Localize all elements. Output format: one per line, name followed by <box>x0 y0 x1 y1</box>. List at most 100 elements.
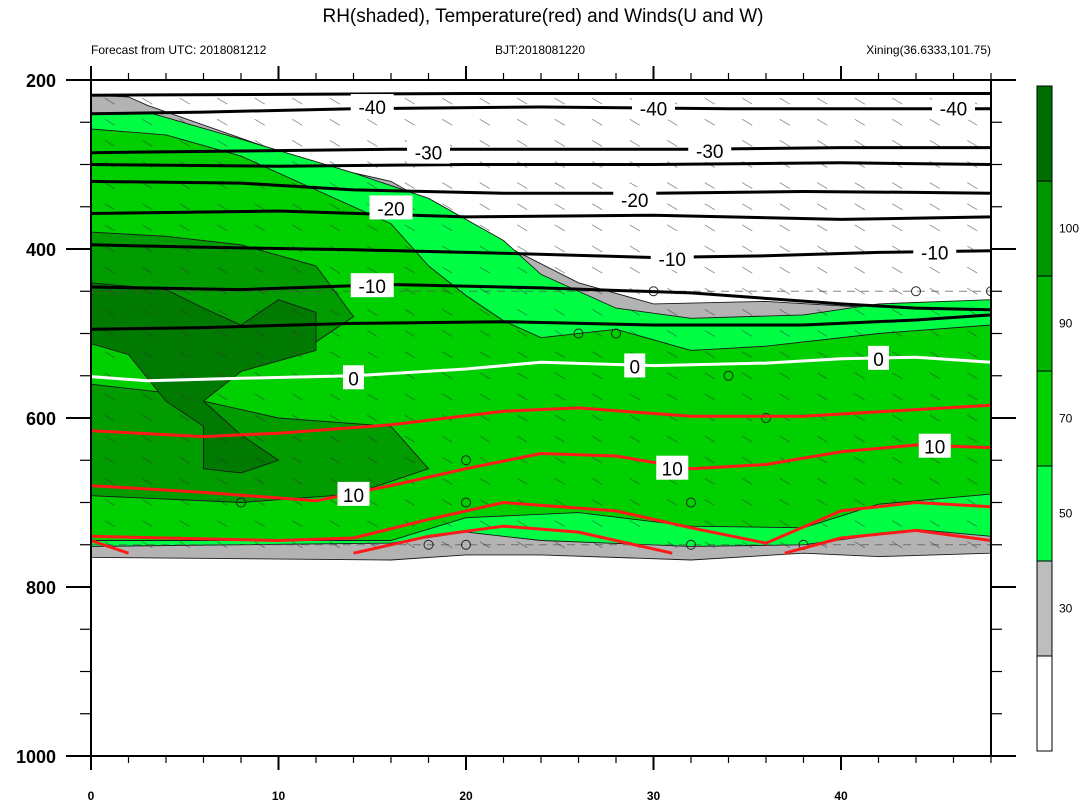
wind-barb <box>667 140 678 147</box>
wind-barb <box>929 520 940 527</box>
contour-label-box <box>613 186 657 211</box>
wind-barb <box>104 330 115 337</box>
wind-barb <box>967 520 978 527</box>
y-tick-label-400: 400 <box>26 240 56 260</box>
wind-barb <box>854 266 865 274</box>
wind-barb <box>892 435 903 443</box>
wind-barb <box>592 182 603 189</box>
wind-barb <box>629 245 640 253</box>
wind-barb <box>779 140 790 147</box>
contour-label--10-9: -10 <box>359 277 386 298</box>
wind-barb <box>217 520 228 527</box>
wind-barb <box>217 351 228 358</box>
wind-barb <box>967 393 978 401</box>
wind-barb <box>929 182 940 189</box>
contour-label-box <box>913 239 957 264</box>
wind-barb <box>929 287 940 295</box>
wind-barb <box>517 97 528 105</box>
temperature-contours-layer <box>91 92 991 555</box>
wind-barb <box>104 456 115 464</box>
wind-barb <box>592 224 603 232</box>
contour-label-10-15: 10 <box>924 438 945 459</box>
wind-barb <box>742 330 753 337</box>
wind-barb <box>892 456 903 464</box>
wind-barb <box>254 266 265 274</box>
wind-barb <box>742 287 753 295</box>
wind-barb <box>817 224 828 232</box>
wind-barb <box>179 97 190 105</box>
wind-barb <box>217 140 228 147</box>
wind-barb <box>929 414 940 422</box>
wind-barb <box>667 435 678 443</box>
wind-barb <box>104 499 115 506</box>
wind-barb <box>592 520 603 527</box>
wind-barb <box>217 414 228 422</box>
wind-barb <box>217 499 228 506</box>
wind-barb <box>667 499 678 506</box>
wind-barb <box>329 414 340 422</box>
wind-barb <box>854 118 865 126</box>
wind-barb <box>629 520 640 527</box>
wind-barb <box>742 309 753 316</box>
wind-barb <box>854 541 865 549</box>
x-tick-label-30: 30 <box>647 789 661 803</box>
wind-barb <box>479 118 490 126</box>
contour-label-box <box>868 345 889 370</box>
calm-wind-circle <box>761 413 771 423</box>
wind-barb <box>217 118 228 126</box>
wind-barb <box>779 182 790 189</box>
wind-barb <box>142 393 153 401</box>
wind-barb <box>479 182 490 189</box>
wind-barb <box>592 541 603 549</box>
wind-barb <box>517 541 528 549</box>
x-tick-label-40: 40 <box>834 789 848 803</box>
wind-barb <box>779 224 790 232</box>
wind-barb <box>479 520 490 527</box>
wind-barb <box>892 330 903 337</box>
wind-barb <box>967 414 978 422</box>
wind-barb <box>554 478 565 485</box>
wind-barb <box>854 330 865 337</box>
wind-barb <box>854 287 865 295</box>
contour-label-box <box>350 94 394 119</box>
wind-barb <box>892 372 903 380</box>
contour-label-box <box>343 365 364 390</box>
plot-area: -40 -40 -40 -30 -30 -20 -20 -10 -10 -10 0 0 0 10 10 10 <box>91 80 991 756</box>
wind-barb <box>517 309 528 316</box>
wind-barb <box>592 478 603 485</box>
wind-barb <box>104 478 115 485</box>
calm-wind-circle <box>686 497 696 508</box>
wind-barb <box>629 499 640 506</box>
contour-label--40-1: -40 <box>640 100 667 121</box>
wind-barb <box>292 393 303 401</box>
wind-barb <box>367 140 378 147</box>
wind-barb <box>967 435 978 443</box>
wind-barb <box>817 266 828 274</box>
wind-barb <box>404 118 415 126</box>
wind-barb <box>854 203 865 211</box>
wind-barb <box>254 499 265 506</box>
wind-barb <box>779 541 790 549</box>
wind-barb <box>817 393 828 401</box>
wind-barb <box>254 456 265 464</box>
temperature-contour-10-14 <box>91 539 129 555</box>
x-axis: 0 10 20 30 40 <box>88 66 992 803</box>
wind-barb <box>254 351 265 358</box>
wind-barb <box>217 203 228 211</box>
wind-barb <box>104 414 115 422</box>
wind-barb <box>104 182 115 189</box>
wind-barb <box>254 118 265 126</box>
wind-barb <box>292 203 303 211</box>
wind-barb <box>667 330 678 337</box>
wind-barb <box>704 118 715 126</box>
wind-barb <box>254 393 265 401</box>
wind-barb <box>704 351 715 358</box>
wind-barb <box>142 414 153 422</box>
wind-barb <box>442 520 453 527</box>
wind-barb <box>479 140 490 147</box>
wind-barb <box>442 499 453 506</box>
wind-barb <box>592 372 603 380</box>
contour-label--10-7: -10 <box>659 250 686 271</box>
y-tick-label-1000: 1000 <box>16 747 56 767</box>
